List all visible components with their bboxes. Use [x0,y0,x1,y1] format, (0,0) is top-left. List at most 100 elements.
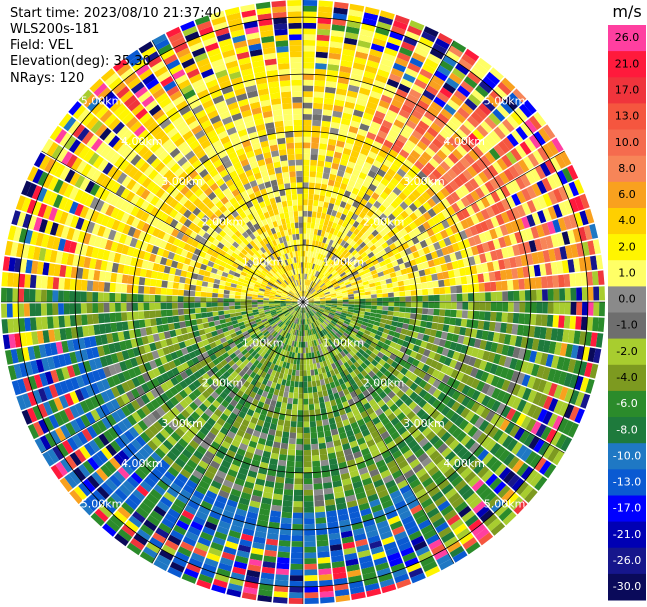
ray-gate [293,501,303,508]
ray-gate [522,325,530,337]
ray-gate [345,166,354,175]
ray-gate [413,325,420,333]
ray-gate [365,326,373,332]
ray-gate [170,406,181,417]
ray-gate [257,348,264,356]
ray-gate [343,278,350,284]
ray-gate [547,206,558,220]
ray-gate [234,349,241,356]
ray-gate [473,310,480,320]
ray-gate [324,307,331,311]
ray-gate [287,455,295,462]
ray-gate [292,398,298,405]
ray-gate [22,213,32,229]
ray-gate [360,324,367,330]
ray-gate [326,281,332,287]
ray-gate [548,398,559,412]
ray-gate [584,362,593,378]
ray-gate [48,329,56,343]
ray-gate [303,62,315,69]
ray-gate [468,293,474,302]
ray-gate [352,354,360,361]
ray-gate [456,446,469,459]
ray-gate [334,325,340,331]
ray-gate [353,235,360,243]
ray-gate [308,335,312,342]
ray-gate [303,227,307,234]
ray-gate [239,336,246,343]
ray-gate [485,193,496,206]
ray-gate [444,340,452,349]
ray-gate [532,391,543,406]
ray-gate [291,352,295,359]
ray-gate [389,489,402,500]
ray-gate [105,354,114,366]
ray-gate [334,583,349,591]
ray-gate [370,341,377,349]
ray-gate [451,302,457,310]
ray-gate [383,541,397,551]
ray-gate [320,302,326,305]
ray-gate [214,531,228,541]
ray-gate [274,317,280,323]
ray-gate [84,398,95,411]
ray-gate [209,272,217,279]
ray-gate [69,405,80,419]
ray-gate [327,284,334,289]
ray-gate [173,524,187,536]
ray-gate [503,168,515,182]
ray-gate [224,356,233,363]
ray-gate [328,357,334,365]
ray-gate [200,500,213,511]
ray-gate [417,170,428,181]
ray-gate [359,298,366,302]
ray-gate [180,409,191,419]
ray-gate [504,96,518,111]
ray-gate [295,370,300,376]
ray-gate [288,392,294,399]
ray-gate [525,170,536,185]
ray-gate [316,312,322,317]
ray-gate [413,218,423,227]
ray-gate [342,304,349,307]
ray-gate [497,485,511,499]
ray-gate [420,497,434,509]
ray-gate [329,330,336,336]
ray-gate [399,46,413,57]
ray-gate [303,0,318,6]
ray-gate [192,267,200,274]
ray-gate [362,244,370,252]
ray-gate [70,327,78,339]
ray-gate [346,327,353,333]
ray-gate [443,509,458,522]
ray-gate [405,302,412,308]
ray-gate [130,472,143,485]
ray-gate [24,274,31,288]
ray-gate [280,323,286,329]
ray-gate [304,558,317,565]
ray-gate [181,362,190,371]
ray-gate [271,504,282,512]
ray-gate [249,391,257,399]
ray-gate [219,391,228,400]
ray-gate [399,296,406,302]
ray-gate [485,134,497,147]
ray-gate [223,363,231,371]
ray-gate [342,147,352,156]
ray-gate [279,448,288,455]
ray-gate [514,359,524,372]
ray-gate [141,405,151,416]
ray-gate [325,299,332,301]
ray-gate [236,342,244,349]
ray-gate [519,302,526,313]
ray-gate [370,164,380,174]
ray-gate [217,298,224,302]
ray-gate [537,408,548,423]
ray-gate [479,339,487,350]
ray-gate [363,315,370,320]
ray-gate [291,409,298,416]
ray-gate [89,336,97,347]
ray-gate [321,342,327,349]
ray-gate [154,357,163,367]
ray-gate [368,444,378,453]
